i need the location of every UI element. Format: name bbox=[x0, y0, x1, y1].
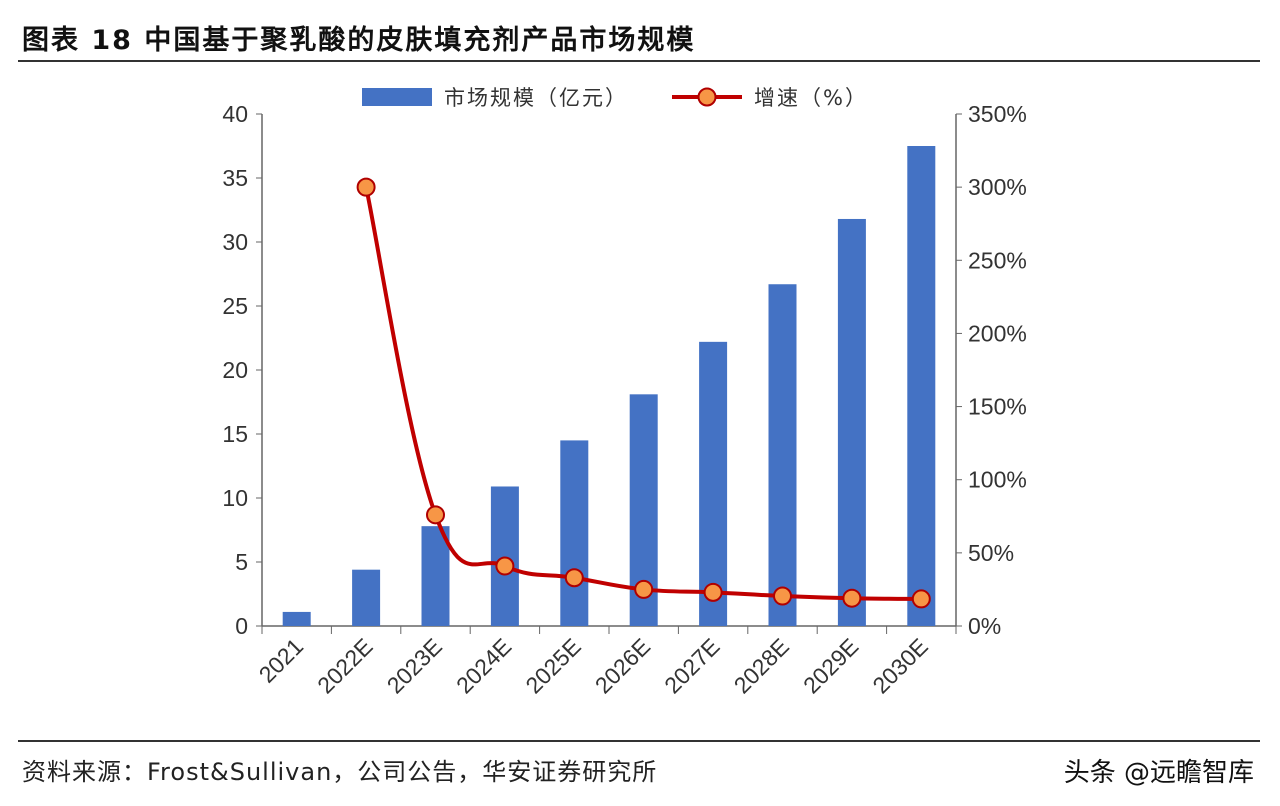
right-tick-label: 300% bbox=[968, 174, 1027, 200]
chart-title: 图表 18 中国基于聚乳酸的皮肤填充剂产品市场规模 bbox=[22, 25, 696, 56]
x-tick-label: 2024E bbox=[451, 633, 516, 698]
right-tick-label: 50% bbox=[968, 540, 1014, 566]
x-tick-label: 2023E bbox=[382, 633, 447, 698]
right-tick-label: 200% bbox=[968, 320, 1027, 346]
x-tick-label: 2021 bbox=[254, 633, 309, 688]
growth-point-2024E bbox=[495, 556, 515, 576]
legend-line-marker bbox=[697, 87, 717, 107]
left-tick-label: 10 bbox=[222, 485, 248, 511]
bar-2022E bbox=[352, 569, 381, 626]
bar-2021 bbox=[282, 611, 311, 626]
right-tick-label: 150% bbox=[968, 394, 1027, 420]
growth-point-2022E bbox=[356, 177, 376, 197]
left-tick-label: 5 bbox=[235, 549, 248, 575]
left-tick-label: 35 bbox=[222, 165, 248, 191]
growth-point-2026E bbox=[634, 579, 654, 599]
watermark: 头条 @远瞻智库 bbox=[1063, 758, 1254, 788]
footer-divider bbox=[18, 740, 1260, 742]
x-tick-label: 2030E bbox=[867, 633, 932, 698]
bar-2029E bbox=[837, 218, 866, 626]
left-tick-label: 15 bbox=[222, 421, 248, 447]
growth-point-2023E bbox=[426, 505, 445, 525]
legend-bar-label: 市场规模（亿元） bbox=[444, 86, 628, 110]
left-tick-label: 20 bbox=[222, 357, 248, 383]
x-tick-label: 2029E bbox=[798, 633, 863, 698]
legend-line-label: 增速（%） bbox=[754, 86, 868, 110]
growth-point-2027E bbox=[703, 582, 723, 602]
source-note: 资料来源：Frost&Sullivan，公司公告，华安证券研究所 bbox=[22, 758, 658, 786]
bar-2028E bbox=[768, 284, 797, 626]
growth-point-2029E bbox=[842, 588, 862, 608]
growth-point-2030E bbox=[911, 589, 931, 609]
bar-2025E bbox=[560, 440, 589, 626]
left-tick-label: 40 bbox=[222, 101, 248, 127]
right-tick-label: 250% bbox=[968, 247, 1027, 273]
left-tick-label: 30 bbox=[222, 229, 248, 255]
x-tick-label: 2027E bbox=[659, 633, 724, 698]
bar-2024E bbox=[490, 486, 519, 626]
bar-2030E bbox=[907, 146, 936, 626]
x-tick-label: 2026E bbox=[590, 633, 655, 698]
left-tick-label: 0 bbox=[235, 613, 248, 639]
x-tick-label: 2025E bbox=[520, 633, 585, 698]
bar-2027E bbox=[699, 341, 728, 626]
growth-line bbox=[364, 186, 922, 601]
right-tick-label: 350% bbox=[968, 101, 1027, 127]
growth-point-2028E bbox=[773, 586, 792, 606]
growth-point-2025E bbox=[564, 568, 584, 588]
title-divider bbox=[18, 60, 1260, 62]
right-tick-label: 0% bbox=[968, 613, 1001, 639]
bar-2023E bbox=[421, 526, 450, 626]
right-tick-label: 100% bbox=[968, 467, 1027, 493]
x-tick-label: 2022E bbox=[312, 633, 377, 698]
left-tick-label: 25 bbox=[222, 293, 248, 319]
x-tick-label: 2028E bbox=[729, 633, 794, 698]
legend-bar-swatch bbox=[362, 88, 432, 106]
